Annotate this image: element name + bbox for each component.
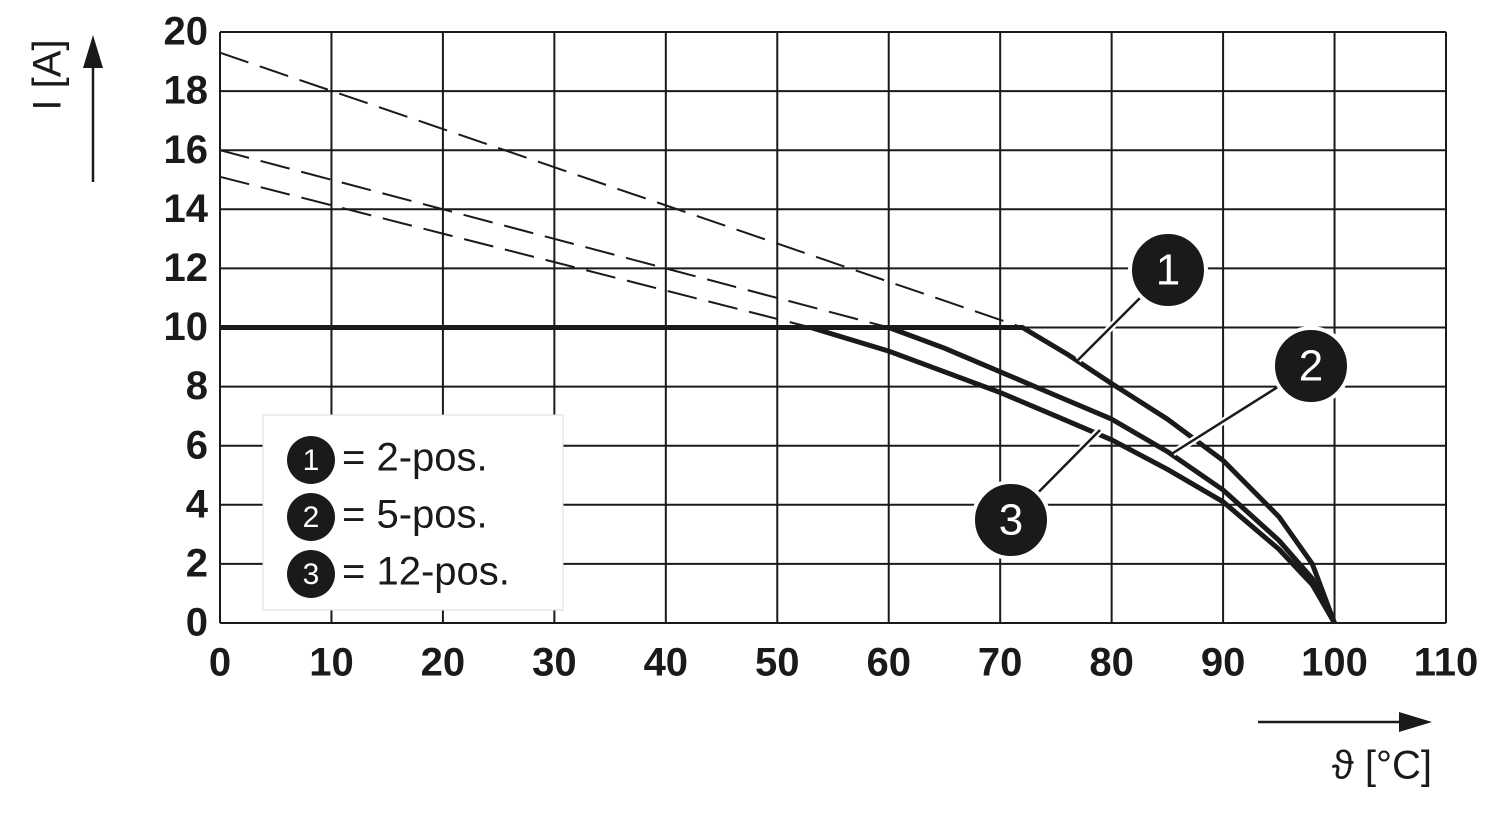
y-axis-arrowhead: [83, 35, 103, 68]
y-tick-label: 10: [164, 305, 209, 349]
x-axis-arrowhead: [1399, 712, 1432, 732]
legend-label: = 2-pos.: [342, 436, 488, 480]
callout-label: 1: [1156, 246, 1180, 295]
x-tick-label: 30: [532, 641, 577, 685]
x-tick-label: 80: [1089, 641, 1134, 685]
series-line: [887, 325, 1337, 625]
callout-label: 3: [999, 496, 1023, 545]
y-axis-label: I [A]: [26, 39, 70, 110]
extrapolated-line: [219, 149, 889, 329]
x-tick-label: 60: [866, 641, 911, 685]
x-tick-label: 110: [1414, 641, 1479, 685]
series-line: [220, 325, 1337, 624]
y-tick-label: 2: [186, 541, 208, 585]
x-tick-label: 10: [309, 641, 354, 685]
legend-marker-label: 1: [303, 444, 320, 477]
callout-circle: [971, 480, 1051, 560]
x-tick-label: 100: [1301, 641, 1368, 685]
callout-label: 2: [1299, 342, 1323, 391]
x-tick-label: 20: [421, 641, 466, 685]
y-tick-label: 8: [186, 364, 208, 408]
y-tick-label: 12: [164, 246, 209, 290]
extrapolated-line: [219, 51, 1023, 329]
x-tick-label: 90: [1201, 641, 1246, 685]
callout-circle: [1128, 230, 1208, 310]
legend-marker-label: 3: [303, 558, 320, 591]
x-tick-label: 50: [755, 641, 800, 685]
y-tick-label: 0: [186, 601, 208, 645]
legend-label: = 12-pos.: [342, 550, 510, 594]
series-line: [809, 325, 1337, 625]
x-axis-label: ϑ [°C]: [1332, 744, 1432, 788]
x-tick-label: 0: [209, 641, 231, 685]
extrapolated-line: [219, 175, 811, 329]
y-tick-label: 16: [164, 128, 209, 172]
legend-label: = 5-pos.: [342, 493, 488, 537]
legend-marker-label: 2: [303, 501, 320, 534]
y-tick-label: 4: [186, 482, 209, 526]
x-tick-label: 40: [644, 641, 689, 685]
legend-marker: [287, 550, 335, 598]
y-tick-label: 18: [164, 69, 209, 113]
callout-circle: [1271, 326, 1351, 406]
x-tick-label: 70: [978, 641, 1023, 685]
y-tick-label: 6: [186, 423, 208, 467]
legend-marker: [287, 493, 335, 541]
y-tick-label: 20: [164, 10, 209, 54]
y-tick-label: 14: [164, 187, 209, 231]
legend-marker: [287, 436, 335, 484]
